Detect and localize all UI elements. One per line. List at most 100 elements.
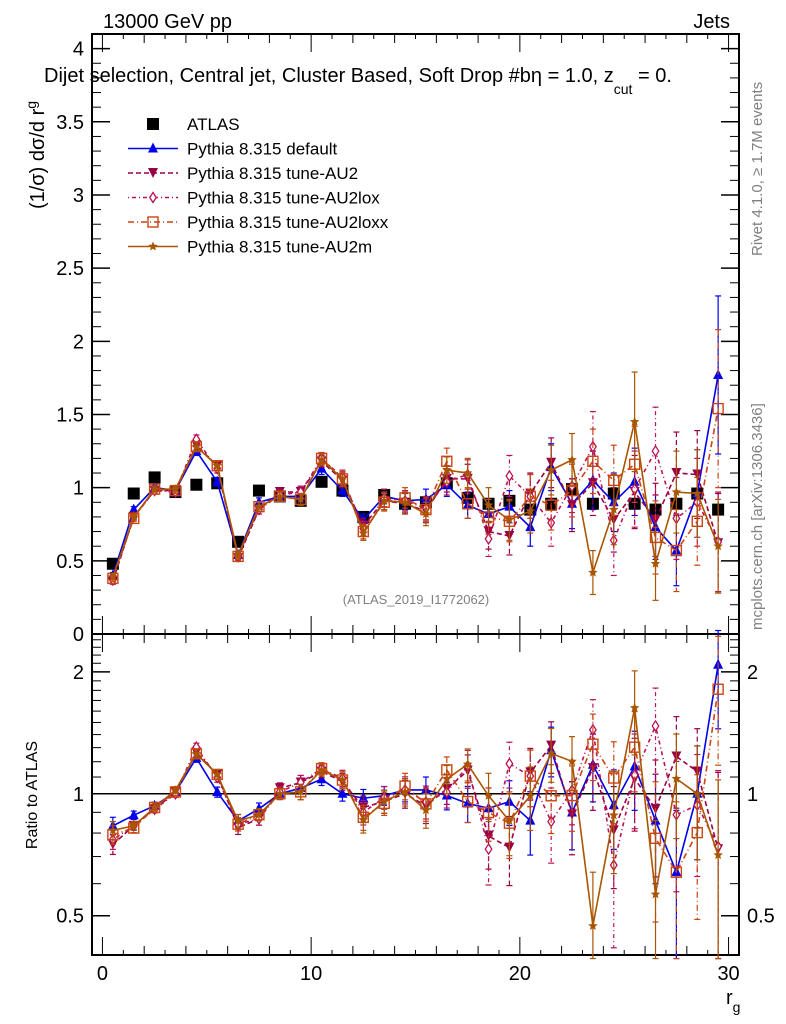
data-point bbox=[671, 773, 682, 783]
data-point bbox=[545, 499, 557, 511]
data-point bbox=[316, 765, 327, 775]
legend-marker bbox=[148, 168, 158, 178]
data-point bbox=[587, 455, 599, 468]
data-point bbox=[275, 788, 285, 798]
data-point bbox=[316, 454, 327, 464]
x-tick-label: 30 bbox=[717, 963, 739, 985]
data-point bbox=[400, 497, 410, 507]
series-line bbox=[112, 374, 719, 576]
data-point bbox=[128, 820, 139, 830]
series-line bbox=[112, 743, 719, 850]
data-point bbox=[379, 796, 389, 806]
legend-entry: Pythia 8.315 tune-AU2m bbox=[128, 238, 372, 257]
data-point bbox=[442, 774, 452, 784]
main-y-tick-label: 0.5 bbox=[56, 551, 84, 573]
data-point bbox=[629, 702, 640, 712]
x-tick-label: 10 bbox=[300, 963, 322, 985]
legend-marker bbox=[148, 142, 158, 153]
data-point bbox=[400, 786, 410, 796]
data-point bbox=[588, 920, 598, 930]
data-point bbox=[567, 454, 577, 464]
data-point bbox=[212, 460, 222, 470]
data-point bbox=[712, 683, 724, 695]
data-point bbox=[191, 441, 202, 451]
data-point bbox=[337, 774, 348, 785]
data-point bbox=[462, 797, 473, 808]
ratio-y-tick-label-right: 2 bbox=[747, 662, 758, 684]
legend-marker bbox=[147, 216, 159, 228]
ratio-y-tick-label: 1 bbox=[73, 784, 84, 806]
ratio-y-tick-label-right: 0.5 bbox=[747, 906, 775, 928]
main-y-axis-label: (1/σ) dσ/d rg bbox=[23, 101, 49, 209]
main-y-tick-label: 1.5 bbox=[56, 404, 84, 426]
data-point bbox=[108, 825, 118, 835]
series-pythia-8-315-tune-au2loxx bbox=[107, 635, 724, 960]
data-point bbox=[670, 866, 683, 878]
data-point bbox=[148, 471, 161, 484]
main-y-tick-label: 3 bbox=[73, 185, 84, 207]
data-point bbox=[629, 416, 640, 426]
data-point bbox=[504, 514, 515, 524]
analysis-id-watermark: (ATLAS_2019_I1772062) bbox=[343, 592, 489, 607]
rivet-label: Rivet 4.1.0, ≥ 1.7M events bbox=[749, 82, 766, 256]
data-point bbox=[212, 786, 223, 797]
data-point bbox=[546, 748, 556, 758]
data-point bbox=[462, 759, 473, 769]
series-line bbox=[112, 443, 719, 582]
data-point bbox=[461, 795, 474, 808]
ratio-y-axis-label: Ratio to ATLAS bbox=[24, 741, 41, 849]
main-data-layer bbox=[106, 295, 725, 601]
series-atlas bbox=[106, 471, 725, 570]
data-point bbox=[254, 809, 264, 819]
data-point bbox=[252, 484, 265, 497]
data-point bbox=[545, 790, 557, 802]
data-point bbox=[525, 506, 536, 516]
data-point bbox=[609, 504, 619, 514]
data-point bbox=[275, 491, 285, 501]
data-point bbox=[587, 738, 599, 750]
data-point bbox=[127, 487, 140, 500]
data-point bbox=[692, 788, 703, 798]
legend-label: Pythia 8.315 tune-AU2loxx bbox=[187, 213, 389, 232]
data-point bbox=[212, 475, 223, 486]
data-point bbox=[712, 402, 724, 415]
data-point bbox=[670, 544, 683, 557]
legend-label: ATLAS bbox=[187, 115, 240, 134]
data-point bbox=[442, 465, 452, 475]
data-point bbox=[483, 526, 494, 537]
data-point bbox=[505, 469, 514, 483]
legend-label: Pythia 8.315 default bbox=[187, 140, 338, 159]
data-point bbox=[421, 509, 431, 519]
data-point bbox=[421, 805, 431, 815]
ratio-y-tick-label: 0.5 bbox=[56, 906, 84, 928]
mcplots-label: mcplots.cern.ch [arXiv:1306.3436] bbox=[749, 403, 766, 630]
data-point bbox=[170, 785, 181, 795]
data-point bbox=[461, 498, 474, 510]
data-point bbox=[128, 503, 139, 514]
data-point bbox=[358, 528, 369, 538]
data-point bbox=[128, 511, 139, 521]
data-point bbox=[671, 487, 682, 497]
series-line bbox=[112, 408, 719, 579]
legend-entry: Pythia 8.315 default bbox=[128, 140, 338, 159]
data-point bbox=[588, 567, 598, 577]
data-point bbox=[484, 532, 493, 546]
data-point bbox=[233, 549, 243, 560]
legend-entry: Pythia 8.315 tune-AU2 bbox=[128, 164, 358, 183]
ratio-y-axis: 0.5 0.5 1 1 2 2 bbox=[56, 639, 775, 956]
series-line bbox=[112, 664, 719, 875]
data-point bbox=[651, 719, 660, 733]
data-point bbox=[128, 809, 139, 820]
data-point bbox=[462, 468, 473, 478]
data-point bbox=[525, 790, 536, 800]
data-point bbox=[170, 484, 181, 494]
data-point bbox=[650, 558, 661, 568]
main-y-tick-label: 3.5 bbox=[56, 112, 84, 134]
x-axis-label: rg bbox=[726, 987, 740, 1015]
data-point bbox=[484, 842, 493, 856]
data-point bbox=[505, 757, 514, 770]
data-point bbox=[546, 465, 556, 475]
data-point bbox=[233, 815, 243, 825]
legend-entry: Pythia 8.315 tune-AU2lox bbox=[128, 189, 380, 208]
data-point bbox=[108, 571, 118, 581]
